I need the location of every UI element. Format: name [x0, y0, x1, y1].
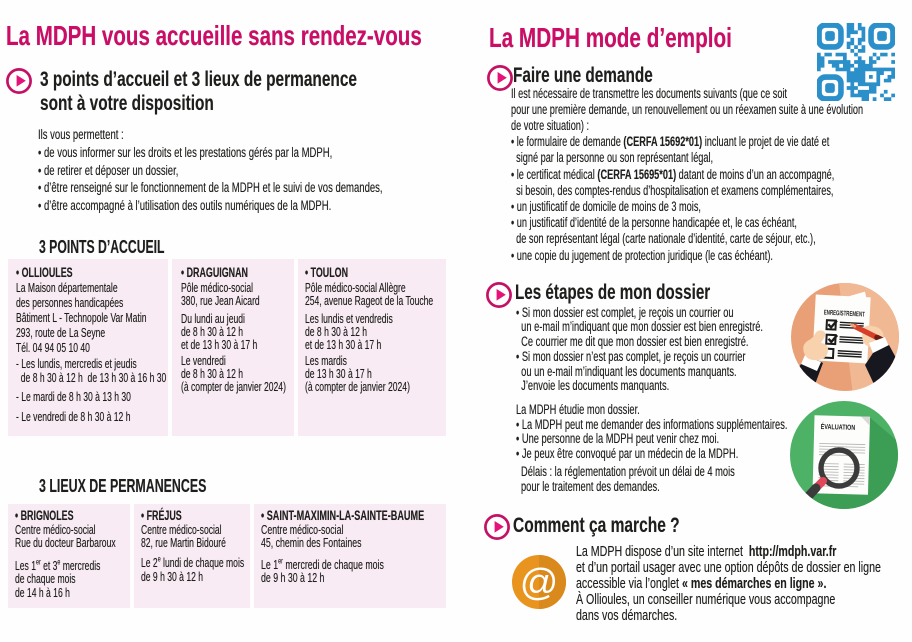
svg-text:@: @: [520, 562, 559, 604]
svg-text:ÉVALUATION: ÉVALUATION: [821, 422, 856, 432]
svg-text:ENREGISTREMENT: ENREGISTREMENT: [824, 309, 866, 318]
